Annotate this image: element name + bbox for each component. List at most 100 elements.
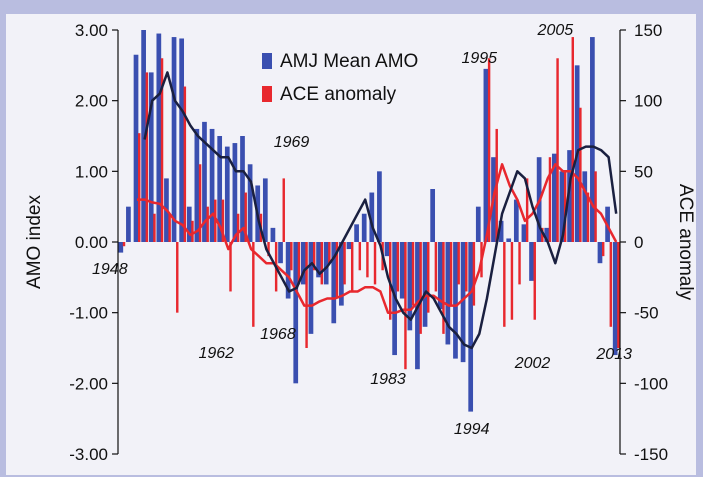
ace-bar-1960 [214, 199, 217, 242]
left-tick-label: 1.00 [75, 162, 108, 181]
ace-bar-2002 [533, 242, 536, 320]
ace-bar-1961 [221, 199, 225, 242]
left-axis-title: AMO index [24, 195, 45, 289]
amo-bar-1992 [453, 242, 458, 359]
year-label-1994: 1994 [454, 421, 490, 438]
amo-bar-1994 [468, 242, 474, 412]
ace-bar-2003 [541, 227, 544, 242]
year-labels: 1948 1962 1968 1969 1983 1994 1995 2002 2005 2013 [92, 22, 632, 438]
left-tick-label: -2.00 [69, 374, 108, 393]
ace-bar-1952 [153, 213, 156, 242]
right-axis-title: ACE anomaly [675, 184, 696, 301]
ace-bar-1993 [465, 242, 468, 292]
amo-bar-1971 [293, 242, 299, 384]
amo-bar-1962 [224, 146, 230, 242]
amo-bar-1975 [323, 242, 329, 285]
amo-bar-1949 [126, 206, 131, 242]
amo-bar-1952 [148, 72, 154, 243]
ace-bar-2010 [594, 171, 597, 242]
amo-bar-1996 [483, 68, 489, 242]
amo-bar-1990 [437, 242, 443, 310]
left-tick-label: 2.00 [75, 92, 108, 111]
right-tick-label: -150 [634, 445, 668, 464]
ace-bar-1973 [312, 242, 316, 271]
ace-bar-1992 [457, 242, 460, 285]
ace-bar-1956 [183, 86, 187, 243]
amo-bar-1973 [308, 242, 314, 334]
right-tick-label: 100 [634, 92, 662, 111]
amo-bar-1985 [399, 242, 405, 299]
year-label-1948: 1948 [92, 261, 128, 278]
amo-bar-2000 [513, 199, 519, 242]
ace-bar-1985 [404, 242, 407, 370]
amo-bar-1970 [285, 242, 291, 299]
amo-bar-1982 [377, 171, 382, 242]
amo-bar-1981 [369, 192, 375, 242]
year-label-2002: 2002 [514, 355, 551, 372]
ace-bar-2013 [617, 242, 620, 348]
amo-bar-1999 [506, 238, 512, 242]
amo-bar-1983 [384, 242, 390, 257]
amo-bar-1998 [498, 220, 504, 242]
amo-bar-1948 [118, 242, 124, 253]
amo-bar-1951 [141, 30, 146, 242]
ace-bar-1971 [297, 242, 301, 285]
year-label-2005: 2005 [537, 22, 574, 39]
amo-bar-1957 [186, 206, 192, 242]
ace-bar-1986 [411, 242, 415, 306]
ace-bar-1979 [358, 242, 362, 271]
ace-bar-2009 [586, 192, 590, 242]
left-tick-label: -1.00 [69, 304, 108, 323]
amo-bar-1968 [270, 227, 276, 242]
amo-bar-1956 [179, 38, 185, 243]
amo-bar-2004 [544, 227, 550, 242]
amo-bar-1964 [240, 136, 245, 242]
ace-bar-2006 [563, 171, 567, 242]
amo-bar-1993 [460, 242, 466, 363]
amo-bar-1978 [346, 242, 352, 250]
legend-label-1: ACE anomaly [280, 84, 397, 105]
ace-bar-1989 [434, 242, 438, 292]
ace-bar-1970 [290, 242, 293, 271]
ace-bar-2005 [556, 58, 559, 243]
ace-bar-1951 [145, 72, 149, 243]
ace-bar-1996 [487, 58, 491, 243]
amo-bar-1969 [278, 242, 283, 264]
amo-bar-2006 [559, 171, 565, 242]
amo-bar-1980 [361, 213, 367, 242]
amo-bar-1953 [156, 33, 162, 243]
axes: 3.00 2.00 1.00 0.00 -1.00 -2.00 -3.00 150 100 50 0… [24, 21, 696, 464]
amo-bar-2007 [567, 150, 572, 242]
ace-bar-1950 [138, 133, 141, 242]
year-label-1962: 1962 [198, 345, 234, 362]
ace-bar-1998 [503, 242, 506, 327]
amo-bar-2001 [521, 224, 527, 242]
ace-bar-1955 [176, 242, 179, 313]
left-tick-label: 3.00 [75, 21, 108, 40]
amo-bar-1965 [247, 164, 253, 242]
ace-bar-1990 [442, 242, 445, 334]
ace-bar-1957 [191, 220, 194, 242]
ace-bar-1977 [343, 242, 346, 285]
amo-bar-1959 [202, 121, 207, 242]
ace-bar-1953 [160, 58, 164, 243]
ace-bar-1976 [335, 242, 339, 299]
ace-bar-1972 [305, 242, 308, 348]
amo-bar-1950 [133, 54, 139, 242]
ace-bar-1980 [366, 242, 369, 278]
amo-bar-1974 [316, 242, 321, 278]
amo-bar-1989 [430, 189, 436, 242]
amo-bar-1960 [209, 128, 215, 242]
ace-bar-1999 [510, 242, 514, 320]
smoothed-lines [137, 71, 618, 350]
legend-label-0: AMJ Mean AMO [280, 51, 418, 72]
year-label-1995: 1995 [461, 50, 497, 67]
ace-bar-1954 [168, 213, 171, 242]
ace-bar-1965 [252, 242, 255, 327]
amo-bar-1972 [300, 242, 306, 285]
ace-bar-1962 [229, 242, 232, 292]
amo-bar-1963 [232, 143, 238, 242]
amo-bar-1986 [407, 242, 413, 331]
amo-bar-1961 [217, 136, 223, 242]
